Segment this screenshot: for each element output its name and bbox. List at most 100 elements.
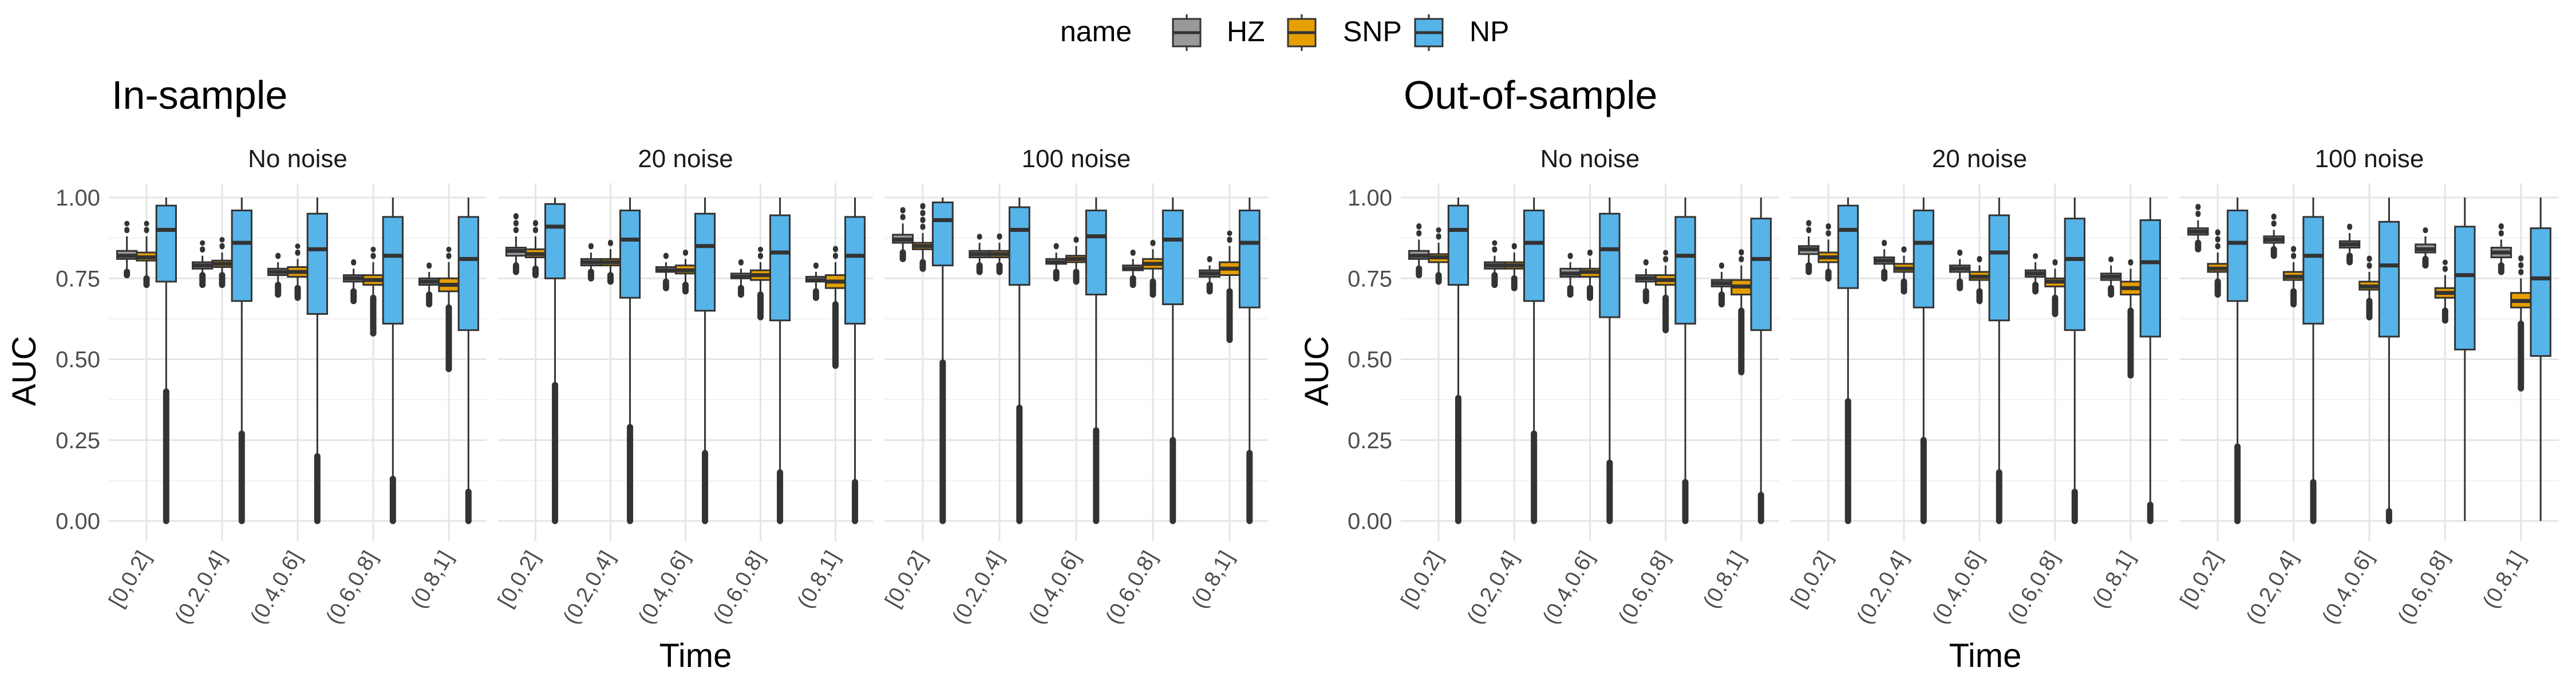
box-np [1523,198,1545,524]
box-body [1599,212,1621,318]
box-body [1447,204,1469,286]
box-hz [1710,259,1733,307]
box-np [155,198,177,524]
box-hz [1199,253,1221,295]
box-body [1238,210,1261,309]
facet-100-noise: 100 noise[0,0.2] (0.2,0.4] (0.4,0.6] (0.6,0… [2176,145,2559,628]
box-body [544,203,566,279]
legend-label-np: NP [1469,15,1509,48]
x-tick-label: [0,0.2] [1397,547,1448,611]
x-tick-label: (0.4,0.6] [1538,547,1599,629]
box-snp [1655,250,1677,334]
chart-in-sample: 0.00 0.25 0.50 0.75 1.00 No noise [0,0.2] (0.2,… [56,145,1268,628]
box-body [155,204,177,283]
box-hz [2263,211,2285,259]
box-body [382,216,404,325]
box-body [1674,216,1696,325]
legend: name HZ SNP NP [1060,14,1509,51]
box-body [2226,210,2249,302]
box-snp [749,246,772,321]
x-tick-label: (0.2,0.4] [1463,547,1523,629]
y-tick-label: 0.00 [56,509,100,534]
box-body [2139,219,2161,338]
box-hz [655,250,677,291]
box-snp [824,243,847,369]
box-hz [1408,220,1430,279]
box-hz [2187,201,2209,252]
y-tick-label: 0.00 [1348,509,1392,534]
box-hz [2100,256,2122,298]
box-np [1988,198,2010,524]
box-np [1447,198,1469,524]
facet-strip-label: 100 noise [2315,145,2424,173]
box-np [544,198,566,524]
x-tick-label: (0.6,0.8] [1101,547,1162,629]
box-body [2064,218,2085,331]
box-snp [438,246,460,372]
box-np [1008,198,1030,524]
box-snp [1730,246,1752,376]
box-hz [1635,256,1657,305]
box-np [2454,198,2476,521]
box-np [1238,198,1261,524]
box-body [1750,218,1772,331]
facet-100-noise: 100 noise[0,0.2] (0.2,0.4] (0.4,0.6] (0.6,0… [881,145,1268,628]
box-hz [730,256,752,298]
box-hz [343,256,365,305]
box-hz [1559,250,1581,298]
box-snp [2434,259,2456,324]
x-tick-label: (0.6,0.8] [1614,547,1674,629]
box-hz [2415,227,2436,269]
box-snp [2120,256,2142,379]
x-tick-label: (0.2,0.4] [559,547,619,629]
box-hz [892,201,914,262]
box-snp [674,246,697,295]
y-axis-title-out-of-sample: AUC [1298,336,1336,406]
box-body [2454,226,2476,351]
box-np [1674,198,1696,524]
box-body [1988,214,2010,322]
box-np [2064,198,2085,524]
box-np [1837,198,1859,524]
x-tick-label: (0.2,0.4] [2242,547,2302,629]
legend-label-hz: HZ [1227,15,1265,48]
box-snp [989,230,1010,275]
x-tick-label: (0.6,0.8] [2393,547,2454,629]
x-tick-label: (0.8,1] [2478,547,2530,613]
box-np [231,198,252,524]
x-tick-label: (0.8,1] [793,547,844,613]
legend-key-np [1414,14,1444,51]
box-snp [1818,220,1839,282]
box-hz [2490,218,2512,275]
box-body [2302,216,2324,325]
x-tick-label: (0.2,0.4] [948,547,1009,629]
x-axis-title-out-of-sample: Time [1949,637,2022,674]
box-body [457,216,479,331]
box-hz [2338,220,2361,266]
box-snp [2510,253,2532,392]
chart-out-of-sample: 0.00 0.25 0.50 0.75 1.00 No noise [0,0.2] (0.2,… [1348,145,2559,628]
facet-no-noise: No noise [0,0.2] (0.2,0.4] (0.4,0.6] (0.6,0.… [1397,145,1779,628]
box-snp [599,236,622,285]
box-body [694,212,716,312]
box-body [1161,210,1184,305]
box-np [619,198,641,524]
box-snp [287,243,309,301]
x-tick-label: (0.2,0.4] [171,547,231,629]
facet-strip-label: No noise [248,145,347,173]
x-tick-label: [0,0.2] [2176,547,2227,611]
box-hz [1874,236,1895,282]
x-tick-label: (0.8,1] [1698,547,1750,613]
box-np [2139,198,2161,524]
box-np [306,198,328,524]
x-axis-title-in-sample: Time [659,637,732,674]
box-hz [805,259,827,301]
box-np [1750,198,1772,524]
y-tick-label: 0.75 [56,266,100,291]
box-np [694,198,716,524]
y-tick-label: 0.25 [1348,428,1392,453]
box-np [457,198,479,524]
box-snp [2207,227,2229,298]
x-tick-label: (0.4,0.6] [634,547,694,629]
